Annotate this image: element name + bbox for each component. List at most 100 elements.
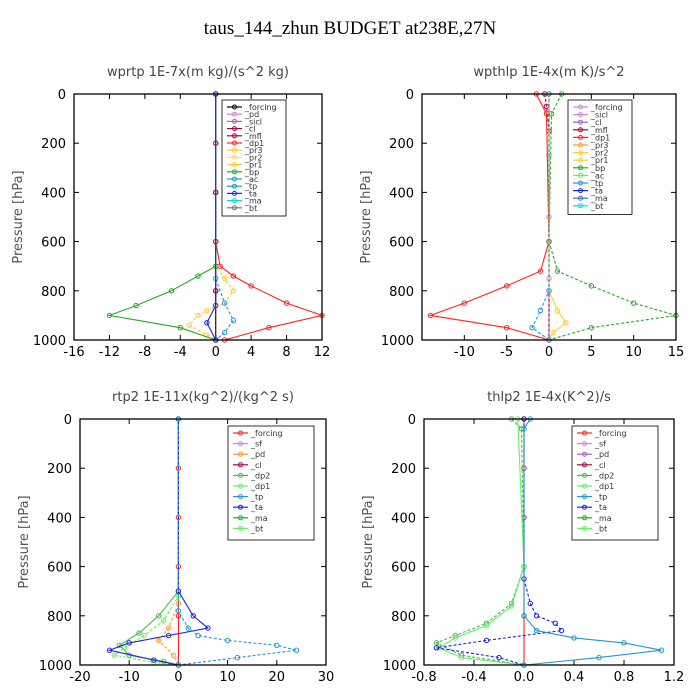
legend-entry: _pr1 [244,161,262,170]
data-point [552,620,558,626]
data-point [427,312,434,319]
y-tick-label: 200 [47,462,72,477]
data-point [133,302,139,309]
series-line-dp1 [428,93,550,341]
data-point [185,625,191,631]
legend-entry: _cl [250,461,262,470]
legend-entry: _dp1 [590,133,610,142]
legend-entry: _ta [244,189,257,198]
legend-marker [232,126,237,132]
data-point [177,325,183,331]
legend-marker [578,150,583,156]
panel-title: thlp2 1E-4x(K^2)/s [487,390,611,405]
x-tick-label: 0 [545,345,553,360]
y-tick-label: 800 [41,285,66,300]
legend-entry: _pd [250,450,265,459]
legend-entry: _mfl [590,126,608,135]
data-point [106,312,113,319]
x-tick-label: 4 [247,345,255,360]
legend-marker [232,133,237,139]
figure-title: taus_144_zhun BUDGET at238E,27N [203,18,497,39]
legend-entry: _ta [590,187,603,196]
series-line-ta [107,419,210,666]
legend-marker [578,188,583,194]
series-line-ta [206,94,217,341]
data-point [554,307,561,314]
x-tick-label: -4 [174,345,187,360]
data-point [658,647,665,653]
data-point [483,622,490,629]
data-point [433,640,440,646]
legend-entry: _pr3 [244,146,262,155]
x-tick-label: 0.8 [614,670,635,685]
legend-entry: _bt [244,204,257,213]
plot-frame [423,418,675,666]
y-axis-label: Pressure [hPa] [361,495,376,588]
data-point [508,603,515,609]
legend-marker [582,525,587,531]
legend-entry: _bp [590,164,605,173]
y-tick-label: 400 [389,186,414,201]
y-tick-label: 200 [41,137,66,152]
x-tick-label: -10 [454,345,475,360]
legend-marker [578,134,583,140]
x-tick-label: -8 [138,345,151,360]
panel-title: wprtp 1E-7x(m kg)/(s^2 kg) [107,65,289,80]
data-point [496,654,502,661]
x-tick-label: -20 [69,670,90,685]
y-tick-label: 1000 [381,334,414,349]
legend-entry: _tp [244,182,257,191]
legend-marker [582,504,587,510]
data-point [141,632,147,639]
legend-entry: _pd [594,450,609,459]
y-axis-label: Pressure [hPa] [11,170,26,263]
plot-frame [73,93,323,341]
x-tick-label: -5 [500,345,513,360]
legend-box [567,99,633,215]
y-tick-label: 0 [408,413,416,428]
data-point [213,302,219,309]
legend-marker [578,127,583,133]
y-tick-label: 800 [389,285,414,300]
legend-marker [578,157,583,163]
y-tick-label: 800 [391,610,416,625]
legend-entry: _dp1 [250,482,270,491]
legend-entry: _ma [594,514,612,523]
legend-entry: _ac [244,175,258,184]
series-line-bp [107,94,217,341]
legend-marker [232,154,237,160]
data-point [248,283,254,289]
series-line-dp2 [118,419,179,666]
legend-marker [578,195,583,201]
plot-frame [421,93,677,341]
data-point [165,632,172,639]
y-tick-label: 400 [391,511,416,526]
x-tick-label: -12 [99,345,120,360]
y-tick-label: 1000 [39,659,72,674]
data-point [165,625,172,631]
data-point [533,613,540,619]
legend-entry: _mfl [244,132,262,141]
data-point [175,608,182,614]
data-point [126,640,132,646]
data-point [458,654,465,661]
legend-entry: _ta [250,503,263,512]
legend-marker [582,430,587,436]
legend-marker [582,451,587,457]
legend-entry: _dp1 [594,482,614,491]
series-line-tp [523,418,662,666]
data-point [503,283,510,289]
data-point [596,654,602,661]
x-tick-label: -16 [63,345,84,360]
data-point [230,288,237,294]
data-point [274,642,280,649]
legend-entry: _sicl [244,117,262,126]
legend-marker [582,483,587,489]
x-tick-label: 0 [212,345,220,360]
legend-entry: _bt [594,524,607,533]
legend-entry: _ta [594,503,607,512]
legend-entry: _forcing [594,429,627,438]
legend-entry: _bt [590,202,603,211]
legend-marker [578,142,583,148]
